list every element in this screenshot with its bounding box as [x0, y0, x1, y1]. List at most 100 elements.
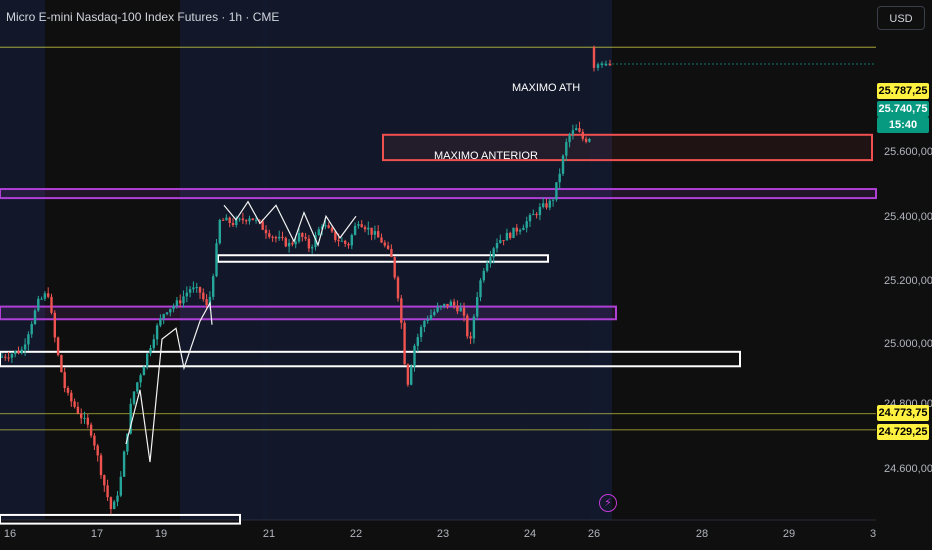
candle-body: [423, 320, 426, 328]
zone-rectangles: [0, 133, 877, 525]
candle-body: [588, 139, 591, 142]
candle-body: [0, 356, 4, 358]
session-band: [262, 0, 350, 520]
candle-body: [561, 155, 565, 174]
candle-body: [406, 364, 410, 385]
candle-body: [522, 227, 525, 230]
candle-body: [452, 301, 456, 306]
candle-body: [89, 424, 93, 436]
candle-body: [459, 307, 462, 312]
candle-body: [419, 327, 423, 338]
candle-body: [261, 221, 264, 230]
candle-body: [466, 315, 469, 337]
candle-body: [558, 173, 561, 183]
candles: [0, 45, 612, 515]
candle-body: [581, 131, 584, 139]
date-tick: 29: [782, 528, 796, 540]
candle-body: [393, 257, 396, 278]
candle-body: [23, 344, 27, 350]
candle-body: [228, 217, 231, 224]
candle-body: [505, 232, 509, 241]
candle-body: [126, 433, 129, 452]
candle-body: [179, 300, 182, 304]
date-tick: 3: [869, 528, 877, 540]
date-tick: 23: [436, 528, 450, 540]
ath-label: MAXIMO ATH: [512, 82, 581, 94]
flash-icon[interactable]: ⚡: [599, 494, 617, 512]
candle-body: [600, 63, 604, 66]
white-zone: [0, 513, 241, 525]
candle-body: [340, 240, 344, 242]
candle-body: [73, 401, 76, 407]
candle-body: [548, 200, 551, 208]
candle-body: [225, 217, 228, 221]
candle-body: [390, 248, 393, 258]
candle-body: [304, 236, 307, 239]
candle-body: [596, 64, 600, 68]
candle-body: [251, 218, 254, 221]
candle-body: [327, 225, 330, 228]
candle-body: [380, 237, 383, 243]
candle-body: [155, 325, 159, 340]
candle-body: [334, 231, 337, 241]
price-tick: 25.400,00: [884, 211, 932, 223]
candle-body: [142, 366, 146, 376]
candle-body: [377, 231, 380, 238]
candle-body: [592, 47, 596, 68]
candle-body: [43, 293, 47, 299]
candle-body: [373, 231, 377, 235]
white-zone: [0, 350, 741, 368]
date-tick: 16: [3, 528, 17, 540]
date-tick: 22: [349, 528, 363, 540]
candle-body: [367, 227, 370, 230]
candle-body: [7, 357, 10, 359]
candle-body: [429, 315, 433, 320]
candle-body: [360, 224, 363, 228]
pattern-line: [125, 301, 213, 463]
candle-body: [512, 227, 515, 238]
candle-body: [370, 227, 373, 235]
candle-body: [535, 214, 538, 216]
candle-body: [518, 229, 522, 232]
price-tick: 25.200,00: [884, 275, 932, 287]
candle-body: [584, 138, 588, 142]
red-zone: [382, 133, 873, 162]
currency-button[interactable]: USD: [877, 6, 925, 30]
date-tick: 26: [587, 528, 601, 540]
candle-body: [413, 345, 416, 367]
candle-body: [472, 316, 476, 339]
candle-body: [185, 292, 188, 297]
candle-body: [195, 287, 198, 289]
candle-body: [17, 350, 20, 354]
candle-body: [271, 236, 274, 238]
date-tick: 28: [695, 528, 709, 540]
candle-body: [311, 247, 314, 249]
candle-body: [165, 312, 169, 315]
candle-body: [14, 350, 17, 355]
candle-body: [337, 240, 340, 242]
candle-body: [60, 355, 63, 373]
candle-body: [479, 280, 482, 298]
candle-body: [30, 323, 33, 335]
candle-body: [83, 417, 86, 419]
candle-body: [287, 242, 291, 247]
candle-body: [307, 238, 311, 249]
candle-body: [109, 497, 113, 510]
candle-body: [317, 229, 320, 236]
candle-body: [495, 243, 499, 249]
candle-body: [205, 299, 208, 306]
candle-body: [182, 296, 185, 304]
candle-body: [47, 293, 50, 297]
level-price-tag: 24.773,75: [877, 405, 929, 421]
candle-body: [192, 287, 195, 290]
candle-body: [152, 339, 155, 349]
price-tick: 25.000,00: [884, 338, 932, 350]
candle-body: [575, 128, 578, 131]
candle-body: [357, 224, 360, 226]
candle-body: [202, 292, 205, 300]
candle-body: [93, 435, 96, 446]
candle-body: [462, 307, 466, 316]
candle-body: [608, 63, 612, 66]
candle-body: [555, 182, 558, 200]
